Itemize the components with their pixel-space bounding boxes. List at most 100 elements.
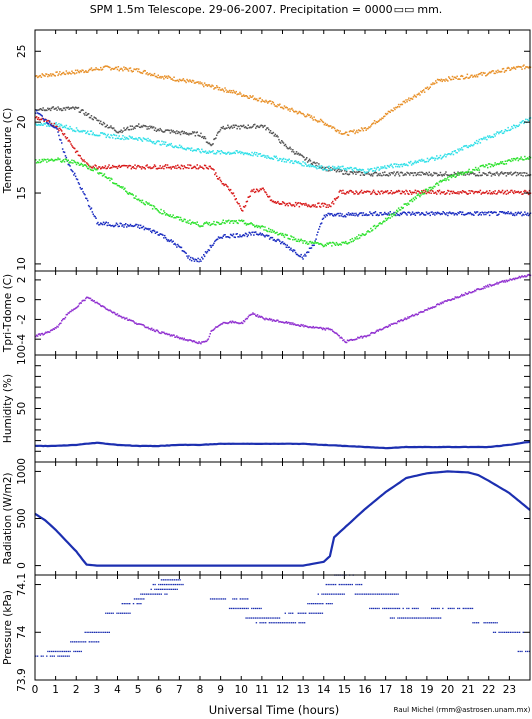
data-point [312,242,314,244]
data-point [166,593,168,595]
data-point [478,213,481,215]
data-point [172,334,174,336]
data-point [91,631,94,633]
data-point [172,214,174,216]
data-point [163,131,165,133]
data-point [108,309,110,312]
data-point [252,125,254,128]
data-point [459,211,461,213]
data-point [216,326,218,328]
data-point [295,204,298,206]
data-point [510,171,512,174]
data-point [244,152,247,154]
data-point [202,258,204,260]
data-point [399,103,402,106]
data-point [505,212,508,214]
data-point [266,193,268,196]
data-point [454,173,456,175]
data-point [345,216,347,218]
data-point [503,130,506,133]
data-point [509,129,511,131]
data-point [344,214,346,217]
data-point [126,226,128,228]
data-point [511,125,513,128]
data-point [244,222,247,224]
data-point [428,212,430,214]
data-point [264,101,266,103]
y-tick-label: 0 [16,296,28,303]
data-point [394,322,396,325]
data-point [120,138,122,140]
data-point [363,171,366,173]
data-point [400,206,403,208]
data-point [222,152,224,154]
data-point [220,323,223,325]
data-point [176,588,178,590]
data-point [351,130,353,132]
data-point [56,124,58,126]
data-point [314,118,316,121]
data-point [411,607,414,610]
data-point [260,225,262,228]
data-point [197,148,199,150]
data-point [519,191,521,194]
data-point [443,191,445,193]
data-point [215,239,217,242]
data-point [317,121,319,123]
data-point [128,164,131,167]
data-point [408,617,410,619]
data-point [503,163,506,165]
data-point [379,212,381,214]
data-point [115,134,118,137]
data-point [267,102,269,104]
data-point [97,631,99,633]
data-point [311,163,314,166]
data-point [462,145,465,148]
data-point [523,214,525,216]
data-point [239,91,241,94]
data-point [165,238,168,241]
data-point [519,121,521,124]
data-point [314,162,316,164]
data-point [504,129,507,131]
data-point [478,171,481,174]
data-point [524,211,526,213]
data-point [253,234,255,236]
data-point [213,152,215,155]
data-point [46,121,48,124]
data-point [220,89,223,91]
data-point [318,243,320,245]
data-point [96,119,98,121]
data-point [401,172,404,174]
data-point [361,337,364,339]
data-point [333,166,336,168]
data-point [67,159,69,161]
data-point [223,90,225,93]
data-point [56,128,58,130]
data-point [38,108,41,111]
data-point [45,118,47,121]
data-point [339,168,341,171]
data-point [395,322,397,324]
data-point [429,174,431,176]
data-point [423,617,425,619]
data-point [347,134,350,136]
data-point [357,215,359,217]
data-point [373,332,376,334]
data-point [99,172,101,174]
data-point [92,165,94,168]
data-point [521,214,523,217]
data-point [417,211,419,214]
data-point [240,235,242,238]
data-point [387,110,390,113]
data-point [106,631,109,633]
data-point [350,171,353,173]
data-point [40,118,43,121]
data-point [62,655,65,657]
data-point [492,191,495,193]
data-point [436,193,438,195]
data-point [300,622,302,624]
data-point [59,125,61,127]
data-point [61,132,64,135]
data-point [436,213,438,215]
